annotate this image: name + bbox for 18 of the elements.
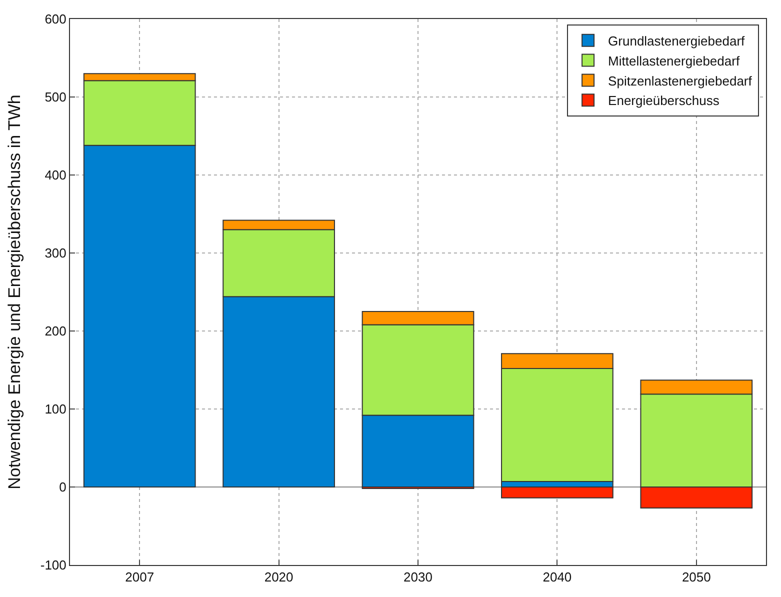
legend-label: Spitzenlastenergiebedarf [608, 73, 752, 88]
x-tick-label: 2020 [264, 570, 294, 585]
x-tick-label: 2040 [542, 570, 572, 585]
y-tick-label: 200 [44, 324, 66, 339]
x-tick-label: 2030 [404, 570, 432, 585]
y-tick-label: 500 [44, 90, 66, 105]
y-tick-label: 300 [44, 246, 66, 261]
y-tick-label: -100 [40, 558, 66, 573]
y-tick-label: 0 [59, 480, 66, 495]
legend-label: Mittellastenergiebedarf [608, 53, 740, 68]
y-axis-title: Notwendige Energie und Energieüberschuss in TWh [4, 94, 24, 490]
y-tick-label: 600 [44, 12, 66, 27]
y-tick-label: 100 [44, 402, 66, 417]
x-tick-label: 2007 [125, 570, 154, 585]
legend-label: Energieüberschuss [608, 93, 720, 108]
y-tick-label: 400 [44, 168, 66, 183]
legend-label: Grundlastenergiebedarf [608, 33, 746, 48]
x-tick-label: 2050 [682, 570, 711, 585]
